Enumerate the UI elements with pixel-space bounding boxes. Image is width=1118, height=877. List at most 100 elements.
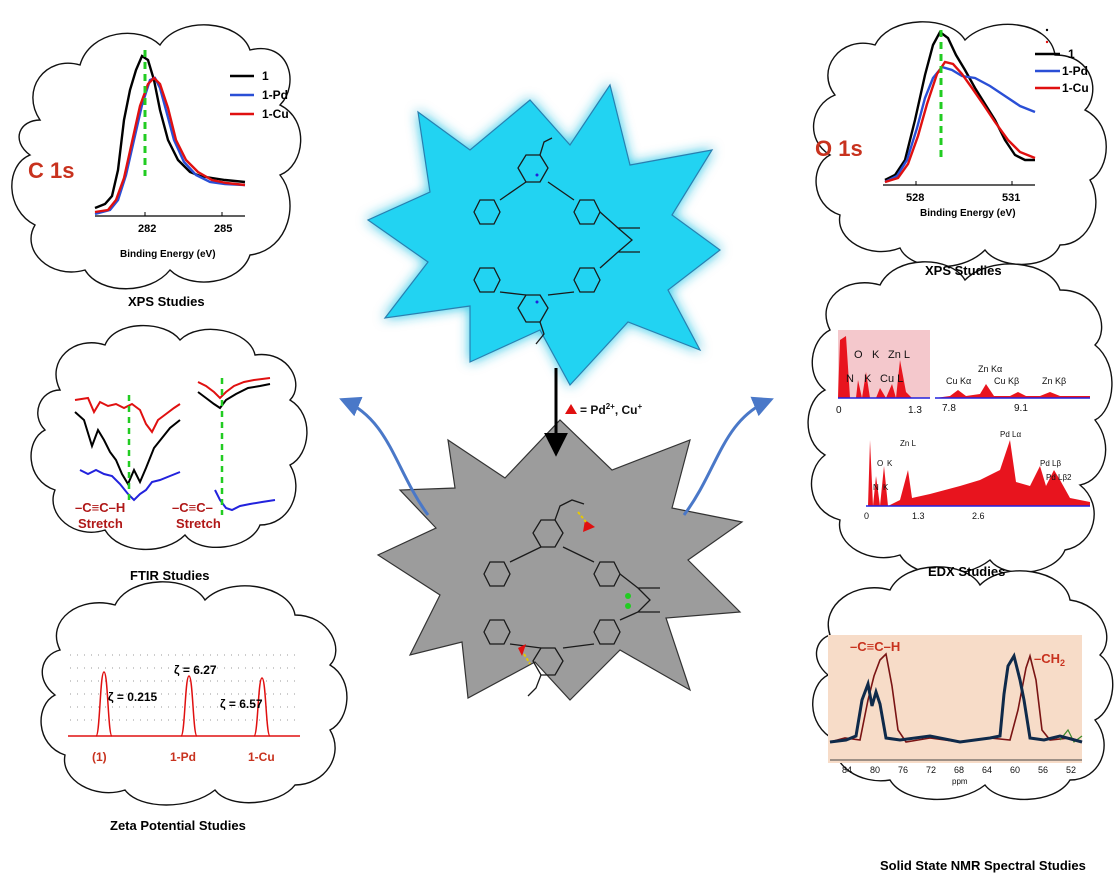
caption-edx: EDX Studies (928, 564, 1005, 579)
edx-peak-label: Zn L (900, 439, 917, 448)
edx-chart: O K Zn L N K Cu L 0 1.3 Zn Kα Cu Kα Cu K… (836, 330, 1090, 521)
o1s-legend-label: 1 (1068, 47, 1075, 61)
caption-zeta: Zeta Potential Studies (110, 818, 246, 833)
c1s-tick-label: 282 (138, 223, 156, 235)
o1s-tick-label: 528 (906, 192, 924, 204)
zeta-value: ζ = 6.27 (174, 663, 217, 677)
reagent-charge-2: + (637, 402, 642, 411)
nmr-tick-label: 64 (982, 765, 992, 775)
o1s-legend-dot (1045, 40, 1049, 44)
edx-tick-label: 7.8 (942, 403, 956, 414)
edx-peak-label: N (873, 483, 879, 492)
c1s-xlabel: Binding Energy (eV) (120, 249, 216, 260)
ftir-left-label: –C≡C–H (75, 500, 125, 515)
edx-peak-label: K (872, 349, 880, 361)
o1s-legend-label: 1-Pd (1062, 64, 1088, 78)
edx-peak-label: N (846, 373, 854, 385)
zeta-value: ζ = 6.57 (220, 697, 263, 711)
o1s-series-cu (884, 60, 1036, 184)
reagent-charge: 2+ (606, 402, 615, 411)
nmr-series-green (1059, 728, 1083, 743)
nmr-label-left: –C≡C–H (850, 639, 900, 654)
c1s-legend-label: 1 (262, 69, 269, 83)
nmr-chart: –C≡C–H –CH2 84 80 76 72 68 64 60 56 52 p… (828, 635, 1083, 786)
burst-bottom (376, 419, 744, 701)
edx-spectrum-top-right (935, 384, 1090, 398)
ftir-chart: –C≡C–H Stretch –C≡C– Stretch (74, 377, 276, 531)
nmr-ticks: 84 80 76 72 68 64 60 56 52 (842, 765, 1076, 775)
cloud-xps-c1s (11, 24, 302, 290)
edx-peak-label: Pd Lβ (1040, 459, 1061, 468)
zeta-peak-1 (95, 671, 113, 737)
reagent-text-2: , Cu (615, 403, 638, 417)
cloud-xps-o1s (813, 21, 1107, 268)
curved-arrow-right (682, 396, 774, 516)
edx-tick-label: 0 (864, 511, 869, 521)
zeta-peak-pd (180, 675, 198, 737)
edx-tick-label: 1.3 (912, 511, 925, 521)
zeta-chart: ζ = 6.27 ζ = 0.215 ζ = 6.57 (1) 1-Pd 1-C… (68, 654, 300, 764)
c1s-legend-label: 1-Pd (262, 88, 288, 102)
cloud-edx (807, 261, 1113, 576)
caption-ftir: FTIR Studies (130, 568, 209, 583)
edx-peak-label: Zn Kβ (1042, 376, 1066, 386)
ftir-right-black (197, 383, 271, 410)
ftir-right-red (197, 377, 271, 400)
nmr-tick-label: 84 (842, 765, 852, 775)
cloud-ftir (30, 324, 308, 551)
nmr-tick-label: 56 (1038, 765, 1048, 775)
c1s-tick-label: 285 (214, 223, 232, 235)
edx-peak-label: Cu L (880, 373, 903, 385)
edx-peak-label: Cu Kβ (994, 376, 1019, 386)
ftir-left-label: Stretch (78, 516, 123, 531)
edx-peak-label: K (883, 483, 889, 492)
edx-peak-label: Pd Lα (1000, 430, 1021, 439)
cloud-zeta (40, 581, 348, 806)
xps-c1s-chart: 1 1-Pd 1-Cu C 1s 282 285 Binding Energy … (28, 50, 289, 260)
nmr-tick-label: 80 (870, 765, 880, 775)
o1s-legend-dot (1045, 28, 1049, 32)
o1s-series-pd (884, 65, 1036, 184)
burst-top (366, 83, 722, 387)
edx-tick-label: 2.6 (972, 511, 985, 521)
xps-o1s-chart: 1 1-Pd 1-Cu O 1s 528 531 Binding Energy … (815, 28, 1089, 219)
curved-arrow-left (339, 396, 430, 516)
molecule-bottom-markers (518, 511, 631, 665)
ftir-left-red (74, 396, 181, 434)
zeta-peak-cu (253, 677, 271, 737)
zeta-category: 1-Pd (170, 750, 196, 764)
nmr-label-right: –CH2 (1034, 651, 1065, 668)
molecule-bottom (483, 499, 660, 697)
ftir-left-blue (79, 468, 181, 502)
nmr-tick-label: 68 (954, 765, 964, 775)
nmr-xlabel: ppm (952, 777, 968, 786)
c1s-legend-label: 1-Cu (262, 107, 289, 121)
reagent-label: = Pd2+, Cu+ (580, 402, 642, 417)
o1s-xlabel: Binding Energy (eV) (920, 208, 1016, 219)
c1s-label: C 1s (28, 158, 74, 183)
edx-peak-label: O (877, 459, 883, 468)
c1s-series-cu (94, 76, 246, 214)
edx-peak-label: O (854, 349, 863, 361)
edx-peak-label: Cu Kα (946, 376, 971, 386)
zeta-category: 1-Cu (248, 750, 275, 764)
ftir-left-black (74, 411, 181, 487)
nmr-tick-label: 76 (898, 765, 908, 775)
edx-peak-label: Zn Kα (978, 364, 1002, 374)
edx-peak-label: Pd Lβ2 (1046, 473, 1072, 482)
zeta-category: (1) (92, 750, 107, 764)
edx-tick-label: 1.3 (908, 405, 922, 416)
o1s-label: O 1s (815, 136, 863, 161)
nmr-label-right-sub: 2 (1060, 658, 1065, 668)
molecule-top (473, 137, 640, 345)
edx-tick-label: 9.1 (1014, 403, 1028, 414)
edx-spectrum-top-left (838, 336, 930, 398)
nmr-tick-label: 72 (926, 765, 936, 775)
edx-spectrum-bottom (868, 440, 1090, 506)
zeta-value: ζ = 0.215 (108, 690, 158, 704)
reagent-triangle-icon (565, 404, 577, 414)
caption-nmr: Solid State NMR Spectral Studies (880, 858, 1086, 873)
edx-peak-label: K (864, 373, 872, 385)
o1s-tick-label: 531 (1002, 192, 1020, 204)
